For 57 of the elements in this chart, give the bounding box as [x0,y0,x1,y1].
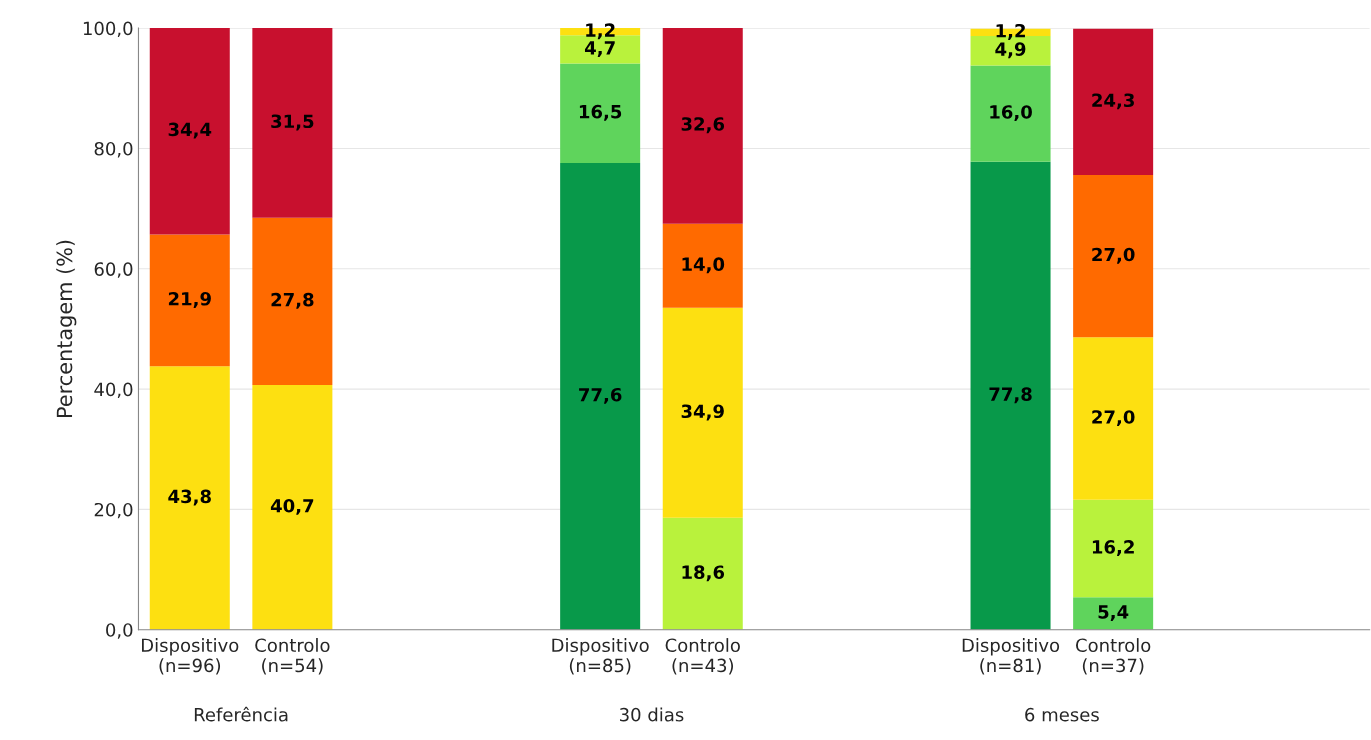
data-label: 16,0 [990,105,1032,122]
bar [252,28,333,218]
x-tick-label: Dispositivo (n=81) [962,638,1060,675]
text: 30 dias [620,707,684,722]
y-tick-label: 20,0 [94,502,133,519]
bar [1073,28,1154,175]
bar [149,366,230,630]
bar [662,28,743,224]
data-label: 40,7 [270,498,314,515]
y-tick-label: 0,0 [106,623,133,639]
y-tick-label: 40,0 [94,382,133,399]
bar [149,28,230,235]
data-label: 14,0 [682,257,725,274]
bar [1073,337,1154,500]
text: Referência [194,706,288,722]
x-tick-label: Controlo (n=37) [1076,638,1151,675]
x-tick-label: Controlo (n=54) [255,638,330,675]
bar [252,217,333,385]
y-tick-label: 60,0 [94,262,133,278]
bar [1073,597,1154,630]
y-tick-label: 80,0 [94,141,133,158]
data-label: 18,6 [682,565,725,582]
data-label: 27,8 [271,292,314,309]
data-label: 4,9 [995,42,1026,59]
y-axis-title: Percentagem (%) [56,240,77,417]
x-tick-label: Dispositivo (n=85) [552,638,649,675]
bar [252,384,333,630]
bar [1073,499,1154,598]
bar [1073,174,1154,338]
x-tick-label: Controlo (n=43) [665,638,740,675]
data-label: 77,8 [989,387,1032,404]
data-label: 27,0 [1092,247,1135,264]
y-tick-label: 100,0 [83,21,133,38]
data-label: 21,9 [168,291,211,308]
bar [560,162,641,630]
data-label: 16,5 [579,104,622,121]
data-label: 24,3 [1092,93,1134,110]
bar [149,234,230,367]
bar [560,63,641,163]
data-label: 32,6 [681,117,725,134]
x-tick-label: Dispositivo (n=96) [142,638,239,675]
bar [970,65,1051,162]
data-label: 31,5 [271,114,314,131]
data-label: 5,4 [1098,605,1129,622]
data-label: 43,8 [168,489,211,506]
data-label: 4,7 [584,41,615,58]
data-label: 27,0 [1092,410,1135,427]
bar [662,307,743,518]
data-label: 1,2 [586,23,615,40]
bar [662,517,743,630]
text: 6 meses [1025,707,1099,722]
bar [662,223,743,308]
data-label: 16,2 [1092,540,1134,557]
data-label: 77,6 [579,387,622,404]
data-label: 34,4 [168,122,212,139]
bar [970,161,1051,630]
data-label: 34,9 [681,404,724,421]
